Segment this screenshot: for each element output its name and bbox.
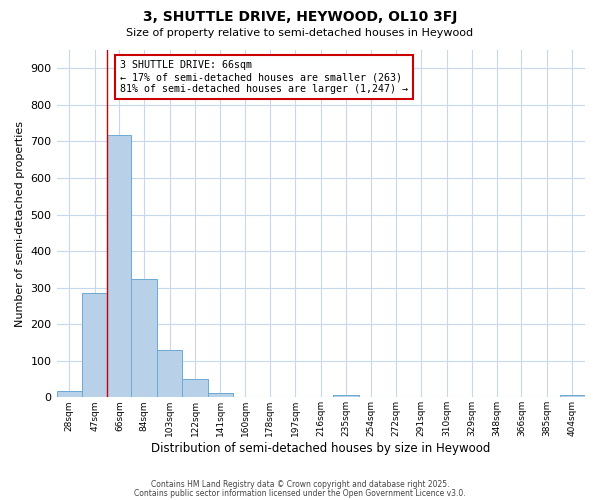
Text: 3, SHUTTLE DRIVE, HEYWOOD, OL10 3FJ: 3, SHUTTLE DRIVE, HEYWOOD, OL10 3FJ xyxy=(143,10,457,24)
Bar xyxy=(131,279,157,398)
Text: Contains public sector information licensed under the Open Government Licence v3: Contains public sector information licen… xyxy=(134,488,466,498)
X-axis label: Distribution of semi-detached houses by size in Heywood: Distribution of semi-detached houses by … xyxy=(151,442,490,455)
Text: 3 SHUTTLE DRIVE: 66sqm
← 17% of semi-detached houses are smaller (263)
81% of se: 3 SHUTTLE DRIVE: 66sqm ← 17% of semi-det… xyxy=(120,60,408,94)
Bar xyxy=(56,390,82,398)
Bar xyxy=(560,396,585,398)
Y-axis label: Number of semi-detached properties: Number of semi-detached properties xyxy=(15,120,25,326)
Bar xyxy=(157,350,182,398)
Bar xyxy=(208,393,233,398)
Bar xyxy=(182,379,208,398)
Text: Contains HM Land Registry data © Crown copyright and database right 2025.: Contains HM Land Registry data © Crown c… xyxy=(151,480,449,489)
Bar xyxy=(107,135,131,398)
Text: Size of property relative to semi-detached houses in Heywood: Size of property relative to semi-detach… xyxy=(127,28,473,38)
Bar xyxy=(82,293,107,398)
Bar xyxy=(334,396,359,398)
